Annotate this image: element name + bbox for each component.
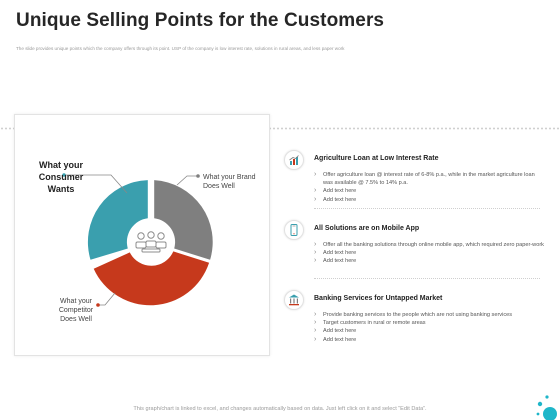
leader-competitor xyxy=(98,292,116,306)
dot-competitor xyxy=(96,303,100,307)
bullet-item: Offer all the banking solutions through … xyxy=(314,241,544,249)
decorative-dots-icon xyxy=(536,395,557,420)
page-subtitle: The slide provides unique points which t… xyxy=(16,46,345,51)
usp-title: Banking Services for Untapped Market xyxy=(314,295,443,302)
mobile-app-icon xyxy=(284,220,304,240)
people-group-icon xyxy=(135,231,167,253)
donut-diagram xyxy=(62,173,213,307)
growth-chart-icon xyxy=(284,150,304,170)
usp-title: Agriculture Loan at Low Interest Rate xyxy=(314,155,439,162)
footer-note: This graph/chart is linked to excel, and… xyxy=(133,406,427,412)
label-competitor-does-well: What your Competitor Does Well xyxy=(58,298,94,323)
leader-consumer xyxy=(64,174,128,194)
bullet-item: Add text here xyxy=(314,249,544,257)
diagram-panel: What your Consumer Wants What your Brand… xyxy=(14,114,270,356)
page-title: Unique Selling Points for the Customers xyxy=(16,10,385,31)
label-consumer-wants: What your Consumer Wants xyxy=(38,160,84,194)
bullet-item: Add text here xyxy=(314,327,544,335)
bullet-item: Add text here xyxy=(314,196,544,204)
bullet-item: Add text here xyxy=(314,187,544,195)
dot-brand xyxy=(196,174,200,178)
leader-brand xyxy=(176,175,198,186)
usp-bullets: Offer agriculture loan @ interest rate o… xyxy=(314,171,544,204)
segment-competitor xyxy=(93,251,210,306)
dotted-divider xyxy=(0,126,560,131)
usp-bullets: Offer all the banking solutions through … xyxy=(314,241,544,266)
bank-building-icon xyxy=(284,290,304,310)
bullet-item: Offer agriculture loan @ interest rate o… xyxy=(314,171,544,187)
bullet-item: Add text here xyxy=(314,257,544,265)
bullet-item: Add text here xyxy=(314,336,544,344)
bullet-item: Target customers in rural or remote area… xyxy=(314,319,544,327)
dot-consumer xyxy=(62,173,66,177)
usp-bullets: Provide banking services to the people w… xyxy=(314,311,544,344)
usp-title: All Solutions are on Mobile App xyxy=(314,225,420,232)
section-divider xyxy=(314,208,540,209)
label-brand-does-well: What your Brand Does Well xyxy=(203,174,256,190)
bullet-item: Provide banking services to the people w… xyxy=(314,311,544,319)
section-divider xyxy=(314,278,540,279)
segment-consumer xyxy=(87,180,148,260)
segment-brand xyxy=(154,180,213,260)
